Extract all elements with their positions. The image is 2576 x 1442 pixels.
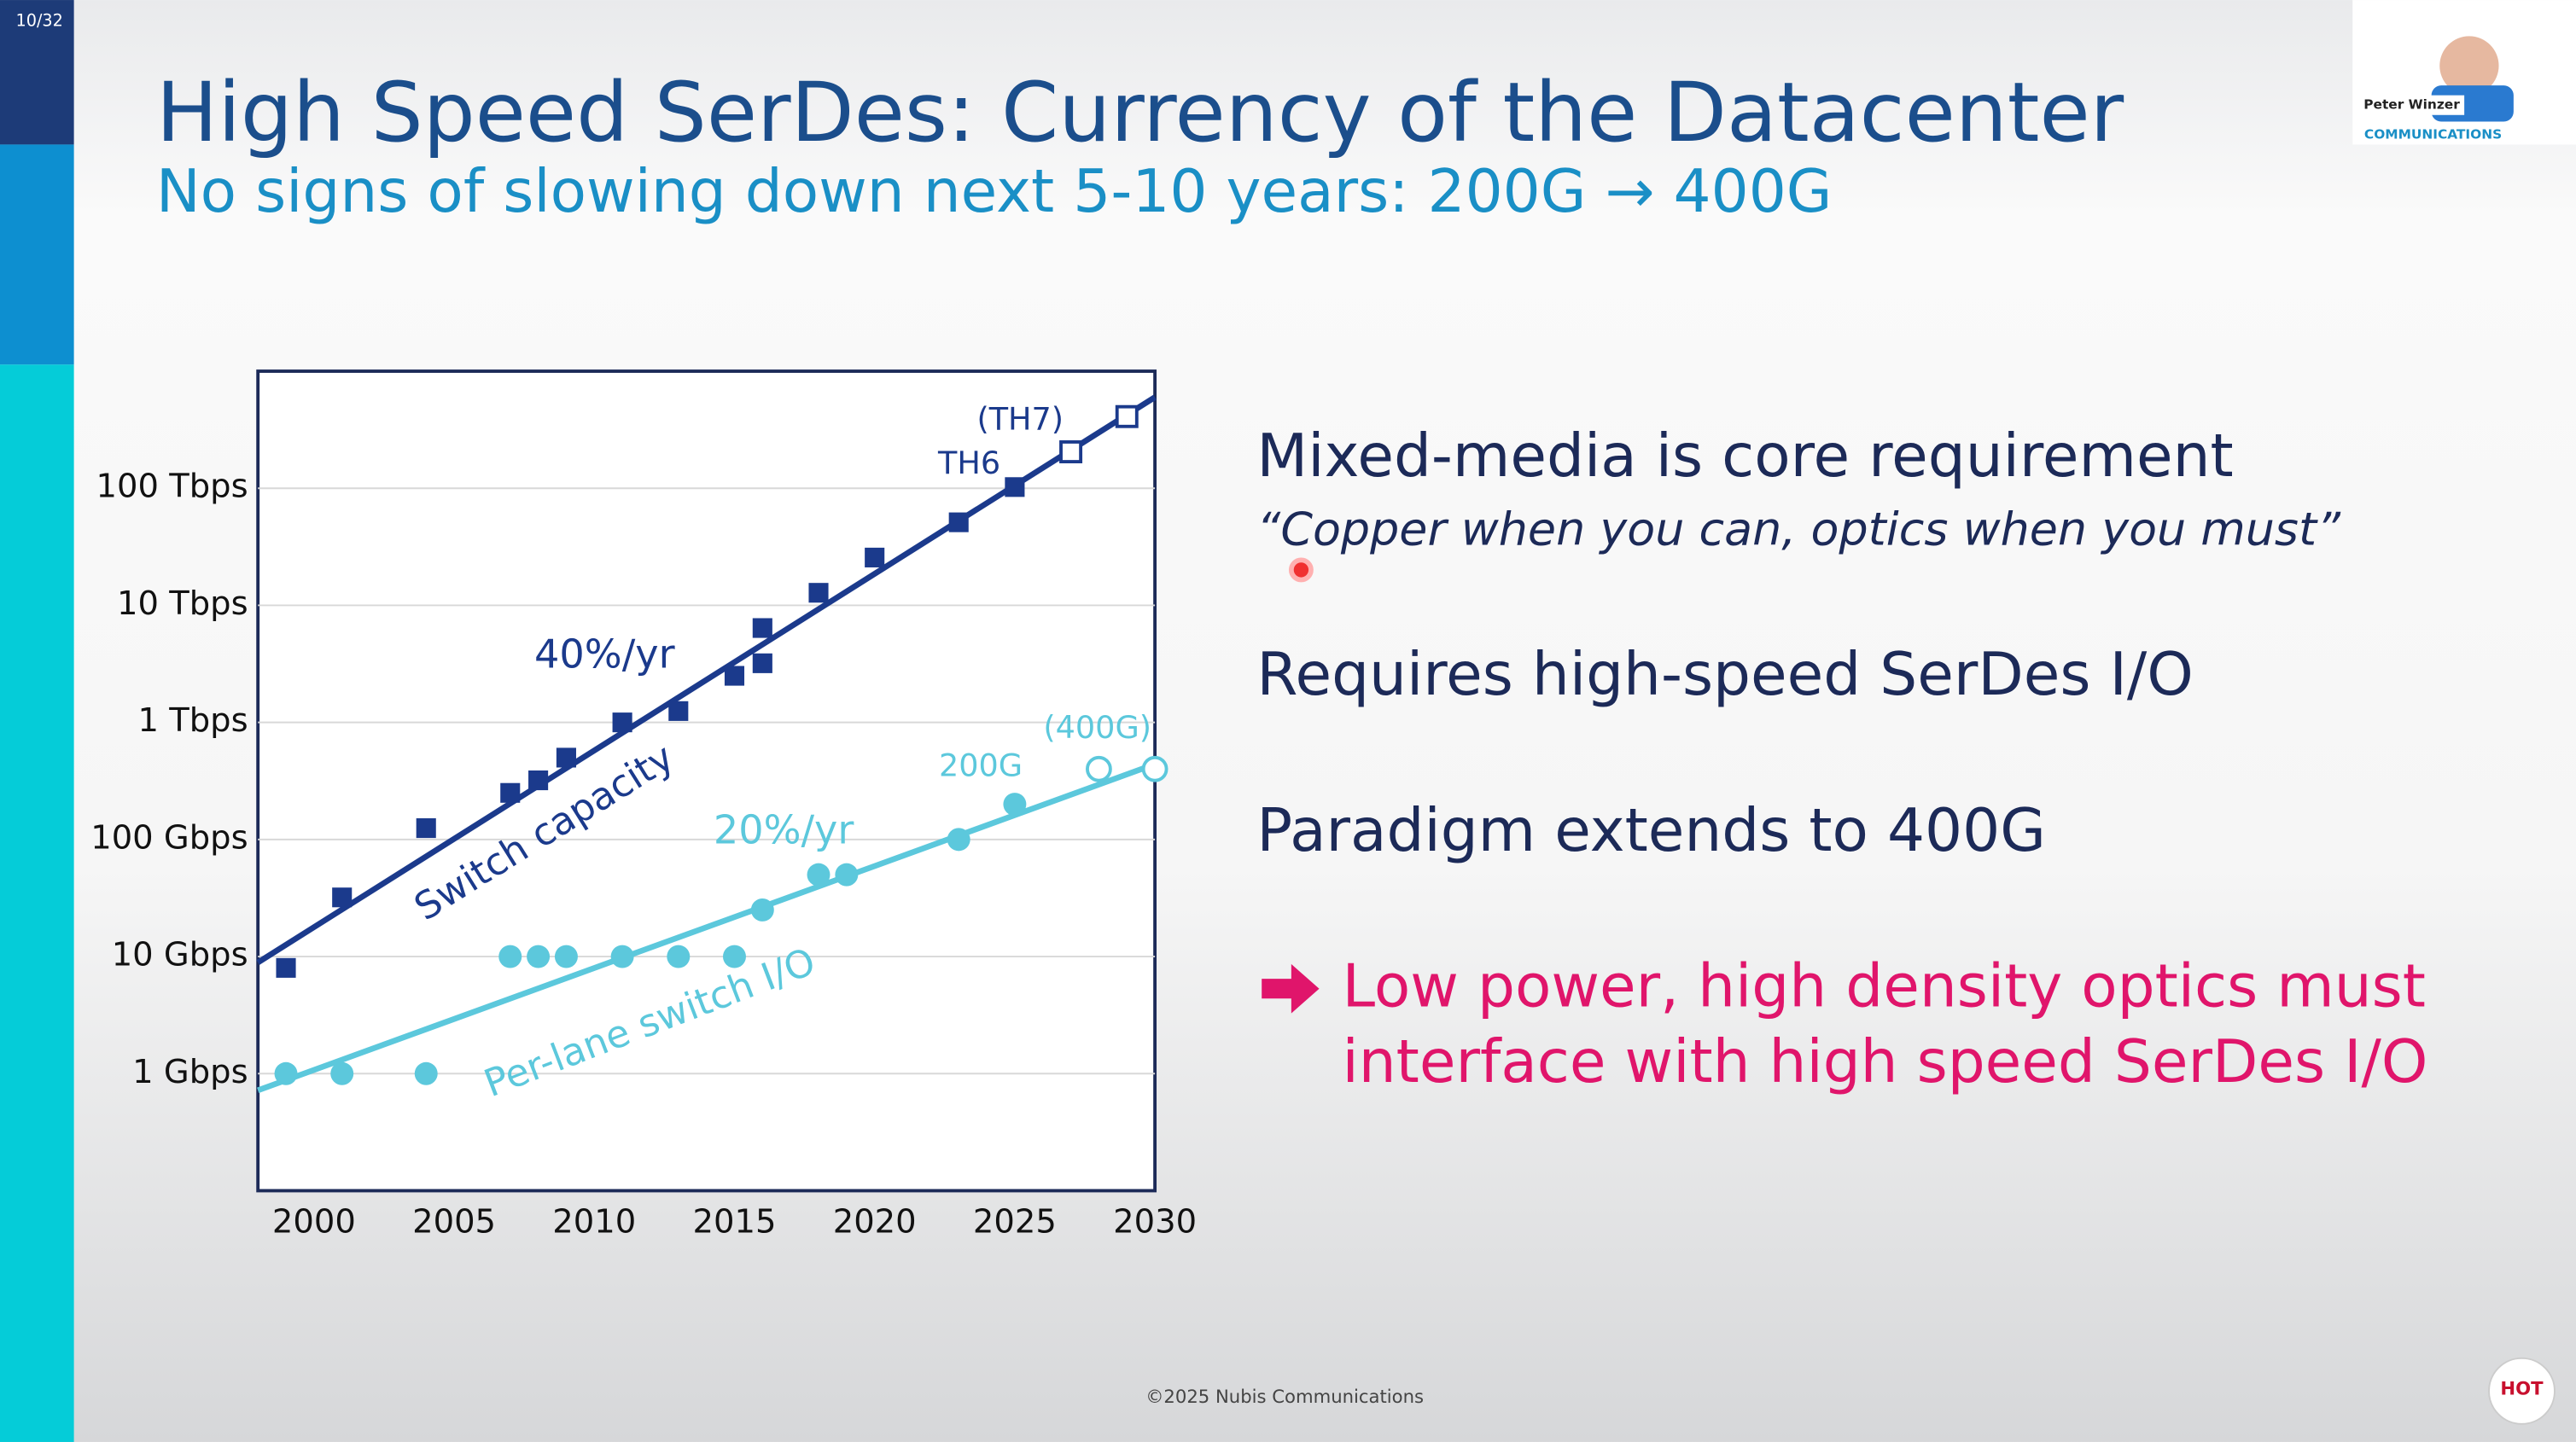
- x-tick-label: 2020: [833, 1202, 917, 1241]
- footer: ©2025 Nubis Communications: [1145, 1386, 1424, 1407]
- annotation: (400G): [1043, 709, 1151, 746]
- arrow-bullet: [1262, 963, 1320, 1014]
- data-point: [276, 957, 296, 978]
- plot-area: [256, 369, 1157, 1193]
- x-tick-label: 2030: [1113, 1202, 1197, 1241]
- data-point: [807, 863, 830, 887]
- data-point: [1141, 755, 1169, 782]
- highlight: interface with high speed SerDes I/O: [1343, 1028, 2428, 1096]
- data-point: [865, 547, 885, 567]
- logo: HOT: [2500, 1377, 2544, 1398]
- y-tick-label: 100 Tbps: [96, 468, 248, 506]
- data-point: [750, 898, 774, 922]
- data-point: [416, 818, 436, 839]
- data-point: [1115, 404, 1139, 428]
- data-point: [667, 945, 691, 968]
- data-point: [668, 701, 689, 721]
- data-point: [1059, 440, 1083, 463]
- y-tick-label: 1 Tbps: [137, 701, 248, 740]
- y-tick-label: 100 Gbps: [90, 818, 248, 857]
- slide-number: 10/32: [15, 11, 62, 31]
- data-point: [752, 618, 772, 638]
- x-tick-label: 2015: [693, 1202, 777, 1241]
- data-point: [612, 712, 632, 733]
- highlight: Low power, high density optics must: [1343, 953, 2426, 1021]
- data-point: [556, 747, 576, 768]
- annotation: TH6: [937, 445, 1000, 481]
- logo-badge: [2488, 1357, 2556, 1425]
- data-point: [332, 887, 353, 908]
- data-point: [610, 945, 634, 968]
- laser-pointer: [1288, 557, 1314, 583]
- annotation: 40%/yr: [534, 631, 675, 677]
- slide-subtitle: No signs of slowing down next 5-10 years…: [156, 158, 1833, 226]
- quote: “Copper when you can, optics when you mu…: [1256, 502, 2341, 555]
- data-point: [274, 1061, 298, 1085]
- data-point: [752, 653, 772, 673]
- side-bar-bottom: [0, 364, 74, 1442]
- data-point: [724, 666, 745, 686]
- data-point: [528, 770, 549, 791]
- x-tick-label: 2010: [552, 1202, 636, 1241]
- point: Mixed-media is core requirement: [1256, 422, 2233, 491]
- name-plate: [2362, 95, 2465, 115]
- point: Paradigm extends to 400G: [1256, 797, 2045, 865]
- data-point: [500, 782, 521, 803]
- y-tick-label: 10 Tbps: [117, 584, 248, 623]
- data-point: [1005, 477, 1025, 497]
- side-bar-top: [0, 0, 74, 145]
- data-point: [723, 945, 746, 968]
- x-tick-label: 2005: [412, 1202, 496, 1241]
- y-tick-label: 1 Gbps: [132, 1053, 248, 1091]
- data-point: [947, 828, 970, 852]
- data-point: [1086, 755, 1112, 782]
- data-point: [330, 1061, 354, 1085]
- y-tick-label: 10 Gbps: [112, 936, 248, 974]
- speaker-face: [2439, 36, 2499, 96]
- x-tick-label: 2000: [272, 1202, 356, 1241]
- data-point: [948, 512, 969, 532]
- data-point: [414, 1061, 438, 1085]
- side-bar-middle: [0, 144, 74, 365]
- annotation: 200G: [939, 747, 1023, 783]
- point: Requires high-speed SerDes I/O: [1256, 641, 2193, 709]
- speaker-name: Peter Winzer: [2363, 97, 2460, 113]
- data-point: [1003, 793, 1027, 817]
- data-point: [554, 945, 578, 968]
- data-point: [527, 945, 551, 968]
- annotation: (TH7): [976, 400, 1064, 437]
- x-tick-label: 2025: [973, 1202, 1057, 1241]
- annotation: 20%/yr: [714, 806, 854, 852]
- speaker-org: COMMUNICATIONS: [2364, 126, 2502, 142]
- trend-line: [257, 761, 1157, 1094]
- data-point: [498, 945, 522, 968]
- data-point: [808, 583, 829, 603]
- data-point: [835, 863, 859, 887]
- slide-title: High Speed SerDes: Currency of the Datac…: [156, 65, 2124, 160]
